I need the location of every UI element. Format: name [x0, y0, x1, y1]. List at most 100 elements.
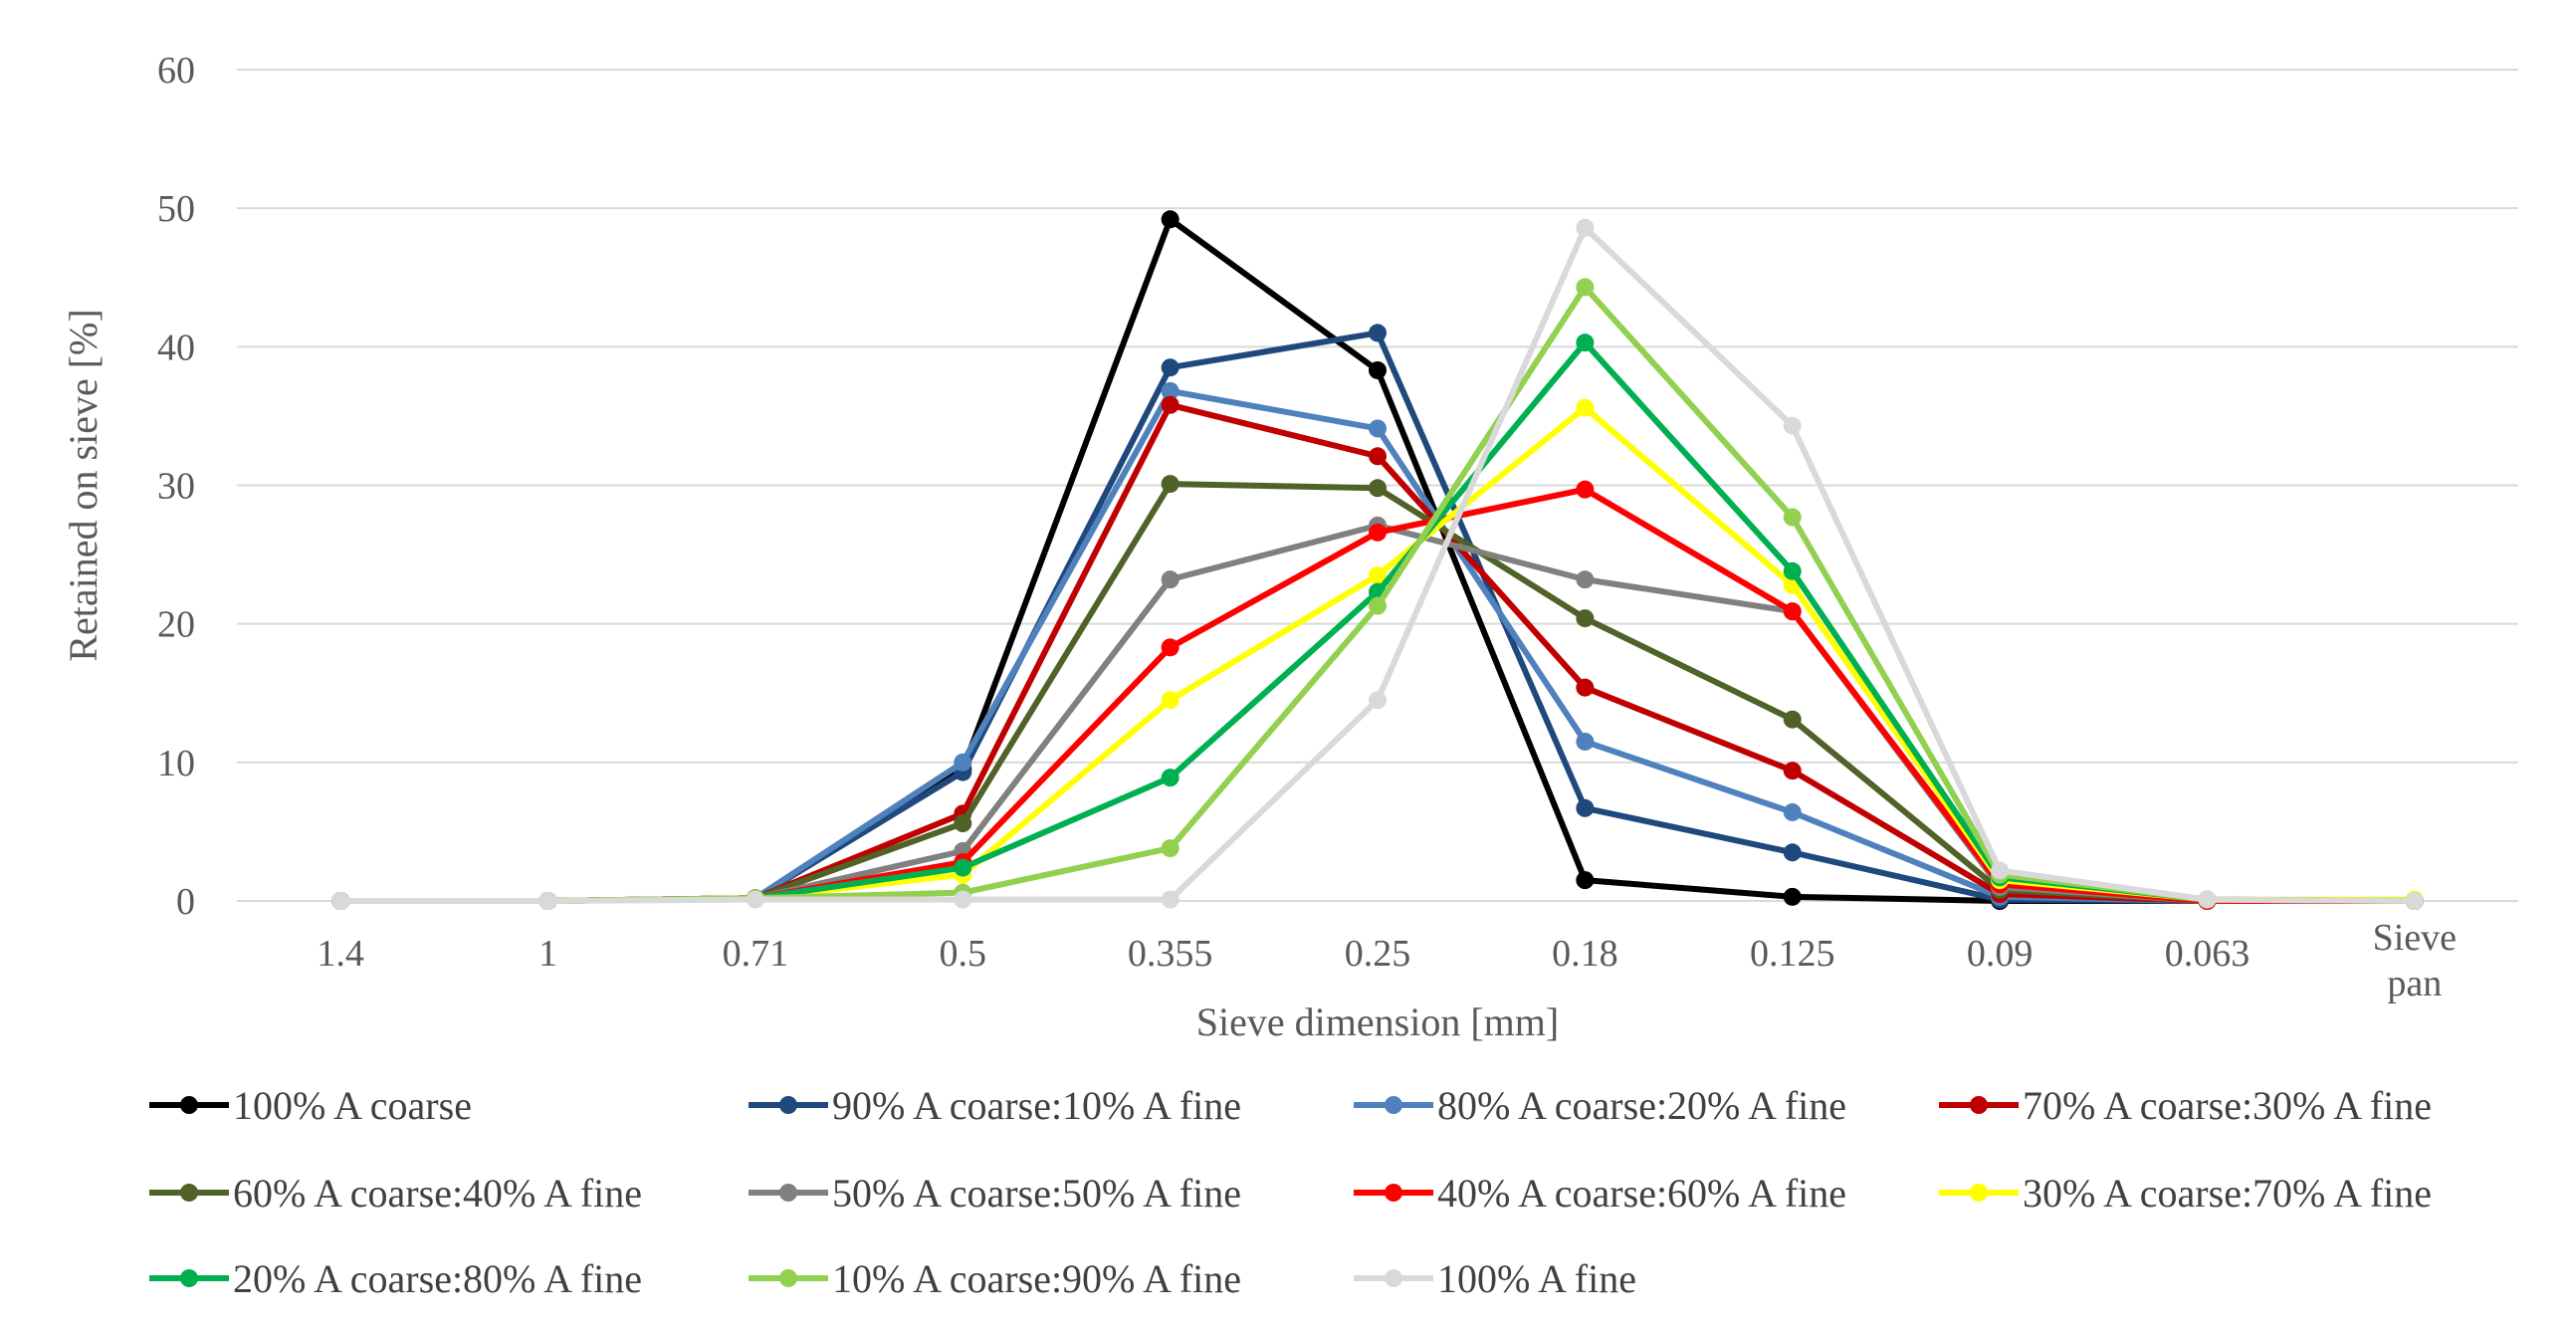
- series-4: [331, 395, 2424, 910]
- legend-label: 100% A fine: [1437, 1256, 1636, 1301]
- legend: 100% A coarse 90% A coarse:10% A fine 80% …: [149, 1083, 2432, 1301]
- data-point: [2198, 890, 2217, 909]
- data-point: [1783, 710, 1802, 729]
- legend-marker: [1385, 1184, 1402, 1202]
- y-tick-label: 10: [157, 743, 195, 784]
- x-axis-ticks: 1.4 1 0.71 0.5 0.355 0.25 0.18 0.125 0.09 0.063 Si…: [317, 917, 2457, 1004]
- legend-item: 100% A fine: [1354, 1256, 1636, 1301]
- legend-marker: [779, 1096, 797, 1114]
- data-point: [1369, 360, 1387, 379]
- y-axis-ticks: 0 10 20 30 40 50 60: [157, 50, 195, 923]
- x-tick-label: 1: [538, 933, 557, 975]
- series-line: [340, 387, 2415, 904]
- data-point: [1161, 691, 1180, 710]
- data-point: [954, 858, 972, 877]
- legend-item: 40% A coarse:60% A fine: [1354, 1171, 1846, 1216]
- legend-item: 30% A coarse:70% A fine: [1939, 1171, 2432, 1216]
- legend-marker: [180, 1269, 198, 1287]
- data-point: [954, 753, 972, 772]
- y-tick-label: 60: [157, 50, 195, 92]
- data-point: [1783, 843, 1802, 862]
- x-tick-label: 0.125: [1750, 933, 1835, 975]
- y-tick-label: 20: [157, 604, 195, 646]
- series-lines: [331, 210, 2424, 910]
- data-point: [1576, 732, 1595, 751]
- x-tick-label: 0.09: [1967, 933, 2034, 975]
- x-tick-label: 0.5: [940, 933, 987, 975]
- legend-marker: [180, 1096, 198, 1114]
- data-point: [1783, 762, 1802, 780]
- series-11: [331, 218, 2424, 910]
- legend-marker: [1970, 1096, 1988, 1114]
- data-point: [954, 814, 972, 833]
- data-point: [1783, 887, 1802, 906]
- legend-marker: [180, 1184, 198, 1202]
- legend-label: 100% A coarse: [233, 1083, 472, 1128]
- legend-label: 30% A coarse:70% A fine: [2023, 1171, 2432, 1216]
- x-tick-label: 1.4: [317, 933, 364, 975]
- data-point: [1783, 802, 1802, 821]
- data-point: [1369, 523, 1387, 542]
- series-8: [331, 398, 2424, 910]
- data-point: [1783, 602, 1802, 621]
- series-line: [340, 216, 2415, 904]
- x-tick-label: 0.18: [1552, 933, 1618, 975]
- series-1: [331, 210, 2424, 910]
- legend-label: 70% A coarse:30% A fine: [2023, 1083, 2432, 1128]
- data-point: [1576, 218, 1595, 237]
- data-point: [1991, 861, 2010, 880]
- data-point: [1161, 769, 1180, 787]
- data-point: [1783, 508, 1802, 527]
- data-point: [1369, 419, 1387, 438]
- data-point: [1576, 278, 1595, 297]
- data-point: [1369, 691, 1387, 710]
- data-point: [1161, 395, 1180, 414]
- y-axis-title: Retained on sieve [%]: [61, 309, 106, 661]
- data-point: [1161, 358, 1180, 377]
- data-point: [1576, 678, 1595, 697]
- legend-item: 20% A coarse:80% A fine: [149, 1256, 642, 1301]
- legend-label: 90% A coarse:10% A fine: [832, 1083, 1241, 1128]
- data-point: [1576, 333, 1595, 352]
- data-point: [1576, 798, 1595, 817]
- legend-label: 10% A coarse:90% A fine: [832, 1256, 1241, 1301]
- data-point: [1783, 561, 1802, 580]
- data-point: [1576, 570, 1595, 589]
- data-point: [2405, 892, 2424, 910]
- legend-item: 60% A coarse:40% A fine: [149, 1171, 642, 1216]
- data-point: [1161, 381, 1180, 400]
- legend-marker: [1385, 1096, 1402, 1114]
- legend-marker: [779, 1269, 797, 1287]
- legend-item: 100% A coarse: [149, 1083, 472, 1128]
- y-tick-label: 40: [157, 327, 195, 368]
- data-point: [1161, 475, 1180, 494]
- legend-label: 20% A coarse:80% A fine: [233, 1256, 642, 1301]
- data-point: [1161, 210, 1180, 229]
- data-point: [538, 892, 557, 910]
- data-point: [1369, 324, 1387, 342]
- data-point: [1783, 416, 1802, 435]
- data-point: [1369, 565, 1387, 584]
- data-point: [1369, 596, 1387, 615]
- data-point: [331, 892, 350, 910]
- data-point: [1576, 480, 1595, 499]
- x-tick-label: 0.063: [2165, 933, 2251, 975]
- legend-marker: [779, 1184, 797, 1202]
- series-line: [340, 330, 2415, 904]
- legend-label: 80% A coarse:20% A fine: [1437, 1083, 1846, 1128]
- legend-label: 40% A coarse:60% A fine: [1437, 1171, 1846, 1216]
- data-point: [1576, 871, 1595, 890]
- data-point: [1161, 570, 1180, 589]
- data-point: [1161, 890, 1180, 909]
- legend-item: 50% A coarse:50% A fine: [749, 1171, 1241, 1216]
- gridlines: [237, 69, 2518, 764]
- legend-item: 70% A coarse:30% A fine: [1939, 1083, 2432, 1128]
- series-2: [331, 324, 2424, 910]
- x-tick-label: Sieve pan: [2373, 917, 2457, 1004]
- data-point: [1161, 638, 1180, 657]
- legend-label: 50% A coarse:50% A fine: [832, 1171, 1241, 1216]
- data-point: [1161, 839, 1180, 858]
- x-axis-title: Sieve dimension [mm]: [1196, 999, 1559, 1044]
- data-point: [1576, 609, 1595, 628]
- data-point: [1369, 447, 1387, 466]
